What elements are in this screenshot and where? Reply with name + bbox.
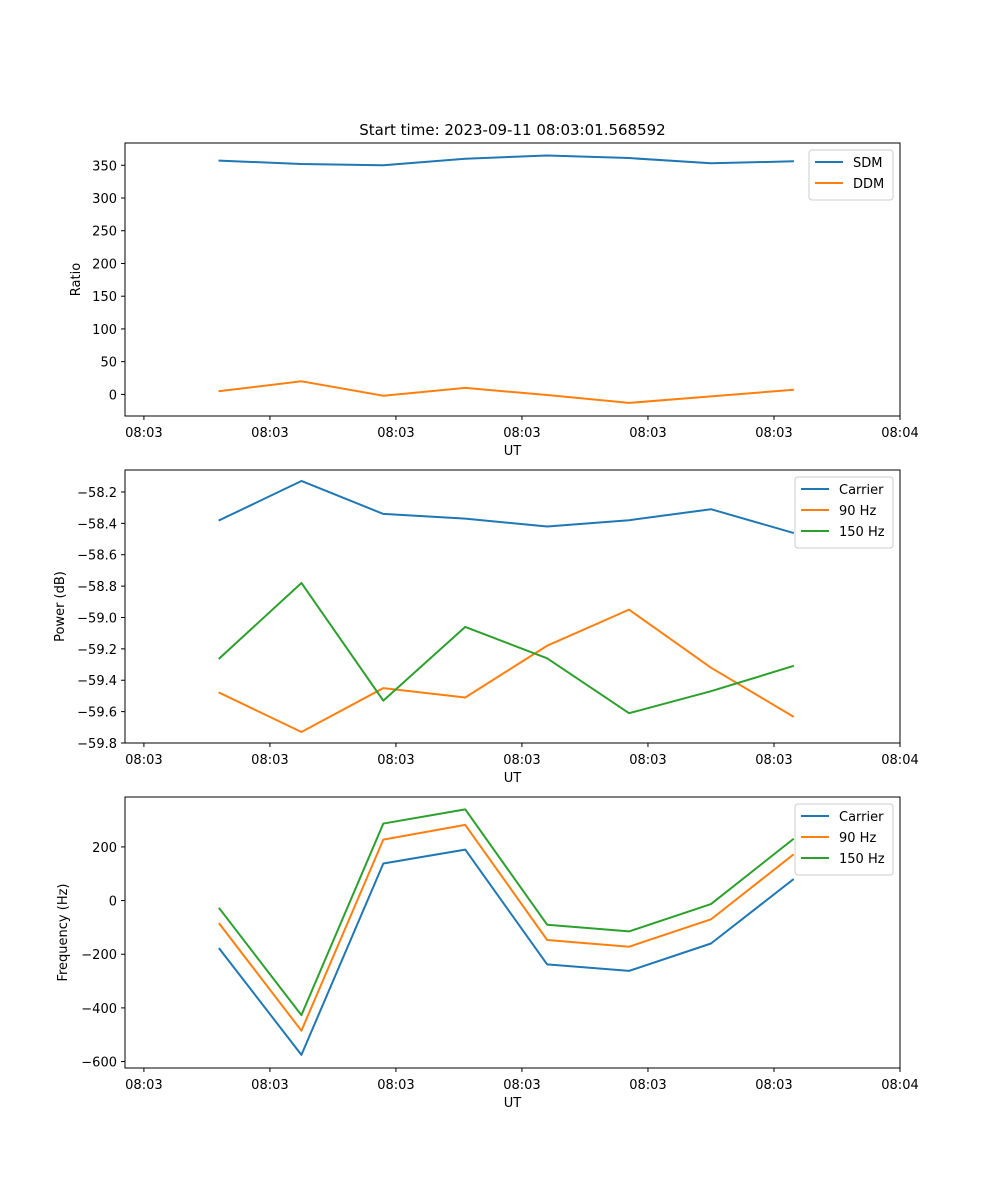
chart-1: Start time: 2023-09-11 08:03:01.568592 08… bbox=[69, 121, 919, 459]
x-tick-label: 08:03 bbox=[755, 426, 792, 441]
x-tick-label: 08:03 bbox=[125, 1078, 162, 1093]
series-line-150-hz bbox=[218, 581, 795, 715]
x-tick-label: 08:03 bbox=[629, 426, 666, 441]
x-tick-label: 08:04 bbox=[881, 426, 918, 441]
series-group bbox=[218, 479, 795, 734]
y-tick-label: 0 bbox=[109, 388, 117, 403]
y-tick-label: −59.6 bbox=[77, 706, 117, 721]
y-tick-label: 350 bbox=[92, 159, 117, 174]
y-axis-label: Frequency (Hz) bbox=[56, 883, 71, 981]
x-tick-label: 08:03 bbox=[251, 753, 288, 768]
chart-3: 08:03 08:03 08:03 08:03 08:03 08:03 08:04 −600 −… bbox=[56, 796, 919, 1111]
y-tick-label: −59.2 bbox=[77, 643, 117, 658]
y-tick-label: 0 bbox=[109, 895, 117, 910]
x-axis-label: UT bbox=[504, 1096, 522, 1111]
legend-label: 150 Hz bbox=[839, 852, 885, 867]
y-tick-label: −59.8 bbox=[77, 737, 117, 752]
y-tick-label: −58.6 bbox=[77, 549, 117, 564]
y-tick-label: 200 bbox=[92, 841, 117, 856]
series-line-carrier bbox=[218, 848, 795, 1056]
series-group bbox=[218, 808, 795, 1056]
chart-title: Start time: 2023-09-11 08:03:01.568592 bbox=[359, 121, 665, 139]
plots: Start time: 2023-09-11 08:03:01.568592 08… bbox=[53, 121, 919, 1111]
x-tick-label: 08:03 bbox=[377, 1078, 414, 1093]
y-axis-label: Ratio bbox=[69, 263, 84, 296]
series-line-150-hz bbox=[218, 808, 795, 1017]
x-tick-label: 08:03 bbox=[629, 753, 666, 768]
y-tick-label: −59.4 bbox=[77, 674, 117, 689]
x-tick-label: 08:03 bbox=[629, 1078, 666, 1093]
series-line-sdm bbox=[218, 154, 794, 167]
y-tick-label: 150 bbox=[92, 290, 117, 305]
x-tick-label: 08:03 bbox=[251, 1078, 288, 1093]
x-axis-label: UT bbox=[504, 444, 522, 459]
series-line-carrier bbox=[218, 479, 795, 534]
legend-label: 90 Hz bbox=[839, 504, 876, 519]
series-line-ddm bbox=[218, 380, 794, 404]
y-tick-label: 100 bbox=[92, 323, 117, 338]
y-tick-label: 300 bbox=[92, 192, 117, 207]
legend: Carrier 90 Hz 150 Hz bbox=[794, 803, 894, 876]
legend-label: 90 Hz bbox=[839, 831, 876, 846]
x-tick-label: 08:04 bbox=[881, 1078, 918, 1093]
y-tick-label: 50 bbox=[100, 356, 117, 371]
x-tick-label: 08:03 bbox=[503, 426, 540, 441]
y-tick-label: −200 bbox=[81, 948, 117, 963]
series-line-90-hz bbox=[218, 823, 795, 1032]
x-tick-label: 08:03 bbox=[125, 426, 162, 441]
axes-frame bbox=[124, 142, 901, 417]
x-tick-label: 08:03 bbox=[755, 1078, 792, 1093]
legend-label: Carrier bbox=[839, 483, 884, 498]
y-tick-label: 250 bbox=[92, 225, 117, 240]
x-tick-label: 08:03 bbox=[125, 753, 162, 768]
x-tick-label: 08:03 bbox=[503, 753, 540, 768]
legend-label: SDM bbox=[853, 156, 882, 171]
legend: SDM DDM bbox=[808, 149, 894, 201]
y-tick-label: 200 bbox=[92, 257, 117, 272]
x-tick-label: 08:03 bbox=[377, 426, 414, 441]
series-line-90-hz bbox=[218, 608, 795, 734]
x-tick-label: 08:03 bbox=[377, 753, 414, 768]
y-tick-label: −59.0 bbox=[77, 611, 117, 626]
x-axis-label: UT bbox=[504, 771, 522, 786]
y-tick-label: −58.2 bbox=[77, 486, 117, 501]
chart-2: 08:03 08:03 08:03 08:03 08:03 08:03 08:04 −59.8… bbox=[53, 469, 919, 786]
axes-frame bbox=[124, 469, 901, 744]
legend-label: Carrier bbox=[839, 810, 884, 825]
legend-label: 150 Hz bbox=[839, 525, 885, 540]
x-tick-label: 08:03 bbox=[251, 426, 288, 441]
x-tick-label: 08:04 bbox=[881, 753, 918, 768]
legend-label: DDM bbox=[853, 177, 884, 192]
y-tick-label: −58.4 bbox=[77, 517, 117, 532]
x-tick-label: 08:03 bbox=[755, 753, 792, 768]
axes-frame bbox=[124, 796, 901, 1069]
legend: Carrier 90 Hz 150 Hz bbox=[794, 476, 894, 549]
x-tick-label: 08:03 bbox=[503, 1078, 540, 1093]
series-group bbox=[218, 154, 794, 404]
y-tick-label: −600 bbox=[81, 1056, 117, 1071]
y-tick-label: −400 bbox=[81, 1002, 117, 1017]
y-axis-label: Power (dB) bbox=[53, 571, 68, 642]
y-tick-label: −58.8 bbox=[77, 580, 117, 595]
